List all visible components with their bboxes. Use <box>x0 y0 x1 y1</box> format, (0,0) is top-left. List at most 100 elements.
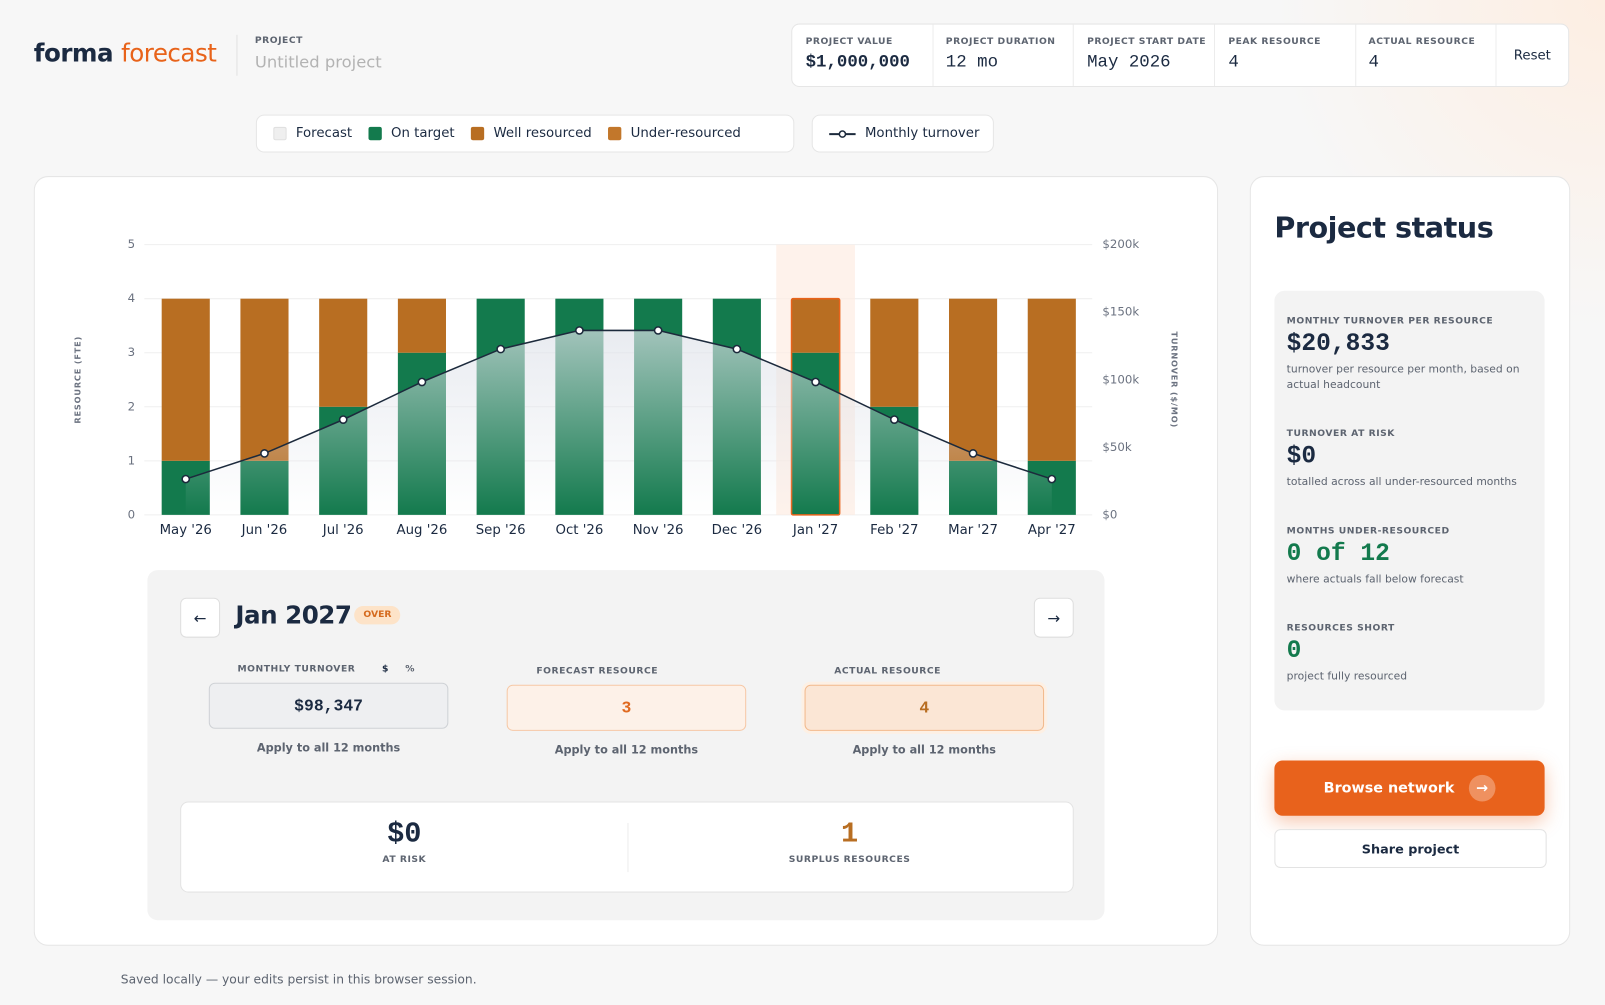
stat: PEAK RESOURCE 4 <box>1215 24 1357 86</box>
month-detail: ← Jan 2027 OVER → MONTHLY TURNOVER $% $98… <box>147 570 1105 921</box>
status-label: RESOURCES SHORT <box>1286 623 1395 634</box>
status-panel: MONTHLY TURNOVER PER RESOURCE $20,833 turn… <box>1274 290 1545 711</box>
field-input[interactable]: 4 <box>804 684 1045 731</box>
brand-name: forma <box>33 38 114 68</box>
stat: PROJECT START DATE May 2026 <box>1074 24 1216 86</box>
browse-button[interactable]: Browse network → <box>1274 760 1545 816</box>
next-button[interactable]: → <box>1033 597 1074 638</box>
unit-toggle[interactable]: % <box>405 664 416 675</box>
field-label: MONTHLY TURNOVER <box>237 664 356 675</box>
unit-toggle[interactable]: $ <box>381 664 389 675</box>
summary: $0 AT RISK 1 SURPLUS RESOURCES <box>180 801 1074 893</box>
y-tick-label: 1 <box>128 453 136 467</box>
legend-label: On target <box>391 125 455 142</box>
turnover-line <box>185 329 1053 480</box>
summary-label: SURPLUS RESOURCES <box>788 854 911 865</box>
legend-item: Well resourced <box>471 126 592 141</box>
stat-value[interactable]: $1,000,000 <box>805 53 911 73</box>
prev-button[interactable]: ← <box>180 597 221 638</box>
project-name[interactable]: Untitled project <box>254 52 382 72</box>
legend-swatch <box>829 129 856 138</box>
field-input[interactable]: 3 <box>506 684 747 731</box>
y-tick-label: 4 <box>128 291 136 305</box>
share-button[interactable]: Share project <box>1274 829 1547 869</box>
bar-segment <box>870 298 919 407</box>
x-tick-label: Oct '26 <box>556 523 604 538</box>
status-item: MONTHLY TURNOVER PER RESOURCE $20,833 turn… <box>1287 316 1533 393</box>
x-tick-label: Nov '26 <box>633 523 684 538</box>
stat: ACTUAL RESOURCE 4 <box>1355 24 1497 86</box>
apply-link[interactable]: Apply to all 12 months <box>554 743 699 757</box>
legend-item: Monthly turnover <box>829 126 979 141</box>
legend-label: Under-resourced <box>630 125 741 142</box>
field: ACTUAL RESOURCE 4 Apply to all 12 months <box>804 666 1045 757</box>
field-input[interactable]: $98,347 <box>208 682 449 729</box>
y-tick-label: 3 <box>128 345 136 359</box>
x-tick-label: Sep '26 <box>476 523 526 538</box>
arrow-icon: → <box>1468 774 1496 802</box>
summary-value: $0 <box>387 818 422 851</box>
stat-label: ACTUAL RESOURCE <box>1368 36 1476 48</box>
stat-label: PEAK RESOURCE <box>1228 36 1321 48</box>
turnover-point <box>575 326 584 335</box>
field-label: MONTHLY TURNOVER $% <box>209 664 449 674</box>
apply-link[interactable]: Apply to all 12 months <box>256 741 401 755</box>
legend: Forecast On target Well resourced Under-res… <box>255 114 795 153</box>
stat-value[interactable]: 12 mo <box>945 53 999 73</box>
bar-segment <box>161 298 210 461</box>
turnover-point <box>1047 474 1057 484</box>
legend-label: Well resourced <box>493 125 592 142</box>
turnover-area <box>185 330 1052 515</box>
bar-segment <box>1027 298 1076 461</box>
status-value: $0 <box>1286 443 1317 471</box>
status-note: turnover per resource per month, based o… <box>1286 363 1520 392</box>
x-tick-label: Feb '27 <box>870 523 918 538</box>
x-tick-label: Jul '26 <box>322 523 364 538</box>
legend-swatch <box>273 126 287 141</box>
y2-tick-label: $50k <box>1102 440 1131 454</box>
stat-value[interactable]: May 2026 <box>1087 53 1171 73</box>
stat: PROJECT DURATION 12 mo <box>932 24 1074 86</box>
status-label: MONTHLY TURNOVER PER RESOURCE <box>1286 316 1494 327</box>
apply-link[interactable]: Apply to all 12 months <box>852 743 997 757</box>
legend-swatch <box>368 126 382 141</box>
bar-segment <box>949 298 998 461</box>
stat-label: PROJECT START DATE <box>1087 36 1207 48</box>
turnover-point <box>260 449 269 458</box>
legend-label: Monthly turnover <box>864 125 980 142</box>
stat-value: 4 <box>1368 53 1379 73</box>
turnover-point <box>732 344 742 354</box>
y-tick-label: 5 <box>128 237 136 251</box>
summary-item: $0 AT RISK <box>302 819 507 865</box>
turnover-point <box>417 377 427 387</box>
status-title: Project status <box>1274 210 1494 245</box>
turnover-point <box>338 415 348 424</box>
x-tick-label: Dec '26 <box>712 523 763 538</box>
status-value: $20,833 <box>1286 330 1390 359</box>
project-label: PROJECT <box>254 35 303 47</box>
stats-bar: PROJECT VALUE $1,000,000 PROJECT DURATION… <box>791 23 1570 88</box>
legend-swatch <box>471 126 485 141</box>
reset-button[interactable]: Reset <box>1513 47 1551 63</box>
legend-item: On target <box>368 125 455 142</box>
status-value: 0 <box>1286 637 1302 666</box>
brand: forma forecast <box>34 39 217 68</box>
status-item: MONTHS UNDER-RESOURCED 0 of 12 where actua… <box>1287 526 1533 587</box>
legend-item: Forecast <box>273 126 352 141</box>
status-note: totalled across all under-resourced mont… <box>1286 475 1517 489</box>
field: FORECAST RESOURCE 3 Apply to all 12 mont… <box>506 666 747 757</box>
turnover-point <box>653 326 663 335</box>
divider <box>627 822 629 873</box>
y2-axis-title: TURNOVER ($/MO) <box>1170 331 1180 428</box>
bar-segment <box>397 298 446 353</box>
y2-tick-label: $150k <box>1102 305 1139 319</box>
y-tick-label: 0 <box>128 507 136 521</box>
turnover-point <box>181 474 191 484</box>
summary-item: 1 SURPLUS RESOURCES <box>747 819 952 865</box>
divider <box>236 34 238 76</box>
stat-label: PROJECT VALUE <box>805 36 893 48</box>
y-axis-title: RESOURCE (FTE) <box>72 336 82 424</box>
status-item: RESOURCES SHORT 0 project fully resourced <box>1287 623 1533 684</box>
field: MONTHLY TURNOVER $% $98,347 Apply to all … <box>208 664 449 755</box>
